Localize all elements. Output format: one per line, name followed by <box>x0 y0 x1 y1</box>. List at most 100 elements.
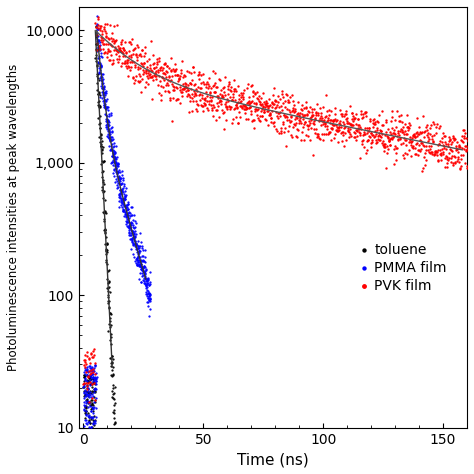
PVK film <box>418 167 426 175</box>
toluene <box>85 399 93 406</box>
PVK film <box>418 137 425 145</box>
PVK film <box>201 96 209 104</box>
PVK film <box>359 110 366 118</box>
PMMA film <box>95 53 103 60</box>
PVK film <box>409 144 416 151</box>
PVK film <box>283 106 291 113</box>
PVK film <box>334 127 342 134</box>
PMMA film <box>129 233 137 241</box>
PVK film <box>374 135 382 143</box>
PVK film <box>463 163 471 170</box>
PMMA film <box>129 228 137 236</box>
PMMA film <box>145 296 153 303</box>
PMMA film <box>124 201 131 208</box>
PVK film <box>145 55 153 63</box>
PVK film <box>190 63 197 71</box>
PVK film <box>251 116 258 123</box>
PVK film <box>452 159 459 166</box>
PMMA film <box>98 76 106 83</box>
PVK film <box>324 130 331 137</box>
PMMA film <box>96 38 104 46</box>
PVK film <box>96 27 104 34</box>
PVK film <box>306 119 313 127</box>
PMMA film <box>104 122 111 129</box>
PMMA film <box>86 363 93 370</box>
toluene <box>105 300 112 307</box>
PVK film <box>449 159 456 166</box>
PVK film <box>367 139 374 146</box>
PVK film <box>105 57 112 64</box>
toluene <box>103 246 110 254</box>
PVK film <box>234 104 241 111</box>
PVK film <box>139 66 146 73</box>
PVK film <box>108 61 115 68</box>
PMMA film <box>131 217 138 225</box>
PVK film <box>365 127 373 135</box>
PMMA film <box>111 155 118 163</box>
PVK film <box>410 131 418 139</box>
PMMA film <box>114 177 121 184</box>
PVK film <box>257 94 265 101</box>
PVK film <box>315 116 323 124</box>
PVK film <box>163 63 171 70</box>
PVK film <box>453 139 460 146</box>
toluene <box>96 91 103 99</box>
PMMA film <box>133 254 140 262</box>
PVK film <box>353 127 361 135</box>
toluene <box>81 414 88 421</box>
PMMA film <box>106 110 113 118</box>
PMMA film <box>110 147 118 155</box>
PMMA film <box>137 254 144 261</box>
toluene <box>82 402 89 410</box>
PVK film <box>124 73 132 80</box>
PMMA film <box>109 154 117 161</box>
PMMA film <box>94 37 101 45</box>
PVK film <box>385 136 393 144</box>
PVK film <box>281 111 288 118</box>
PVK film <box>165 64 173 72</box>
PVK film <box>199 102 206 109</box>
PVK film <box>128 63 135 71</box>
PVK film <box>298 110 306 118</box>
PVK film <box>102 33 109 41</box>
PMMA film <box>137 260 145 267</box>
PVK film <box>219 109 227 117</box>
PVK film <box>392 124 400 131</box>
PVK film <box>221 100 229 108</box>
PVK film <box>281 103 288 110</box>
PVK film <box>388 136 395 143</box>
PVK film <box>300 120 307 128</box>
PMMA film <box>118 203 126 210</box>
PVK film <box>201 94 209 102</box>
toluene <box>98 168 106 176</box>
PMMA film <box>91 417 99 425</box>
PVK film <box>287 112 294 120</box>
PVK film <box>210 101 217 109</box>
PMMA film <box>111 162 119 170</box>
PVK film <box>375 136 383 144</box>
PMMA film <box>139 246 147 254</box>
PVK film <box>153 60 161 68</box>
PVK film <box>434 151 441 159</box>
PMMA film <box>114 183 122 191</box>
PVK film <box>225 91 232 98</box>
PVK film <box>267 118 274 126</box>
PVK film <box>271 104 279 112</box>
PVK film <box>450 134 457 142</box>
PVK film <box>413 115 421 122</box>
PVK film <box>239 93 246 100</box>
PMMA film <box>99 80 106 88</box>
PMMA film <box>137 264 145 271</box>
PVK film <box>401 120 409 128</box>
PMMA film <box>84 403 91 411</box>
PMMA film <box>111 160 119 167</box>
PMMA film <box>102 123 109 131</box>
PMMA film <box>122 201 129 209</box>
PMMA film <box>93 22 100 29</box>
PVK film <box>148 73 156 81</box>
PVK film <box>410 130 418 137</box>
PMMA film <box>121 209 129 216</box>
PVK film <box>80 356 88 364</box>
PMMA film <box>97 62 105 70</box>
PVK film <box>368 137 376 144</box>
